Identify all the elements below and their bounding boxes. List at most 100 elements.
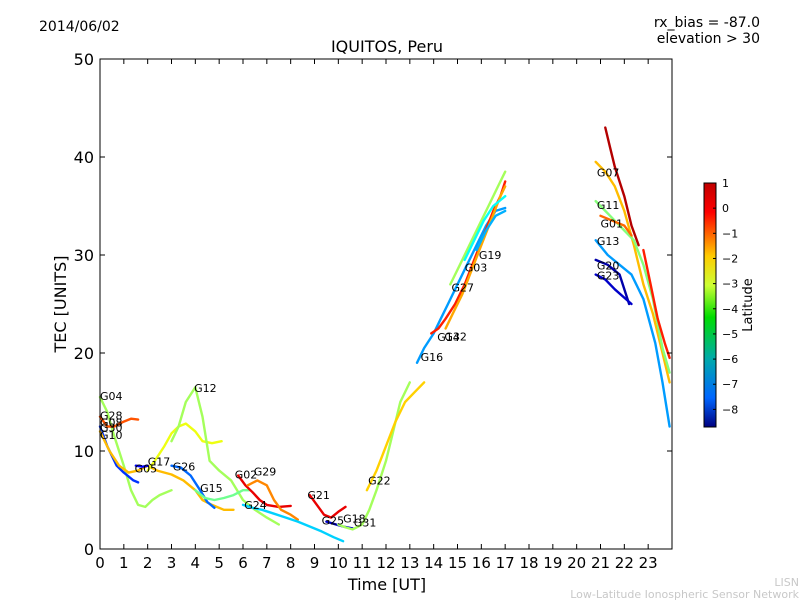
satellite-label-G27: G27 (452, 281, 475, 294)
x-tick-label: 1 (119, 554, 129, 572)
satellite-label-G30: G30 (100, 421, 123, 434)
series-G30 (604, 126, 640, 247)
y-tick-label: 10 (74, 442, 94, 461)
satellite-label-G05: G05 (135, 463, 158, 476)
series-G15 (194, 489, 252, 502)
x-tick-label: 20 (567, 554, 586, 572)
satellite-label-G19: G19 (479, 249, 502, 262)
x-tick-label: 6 (238, 554, 248, 572)
series-G21 (308, 493, 347, 519)
colorbar (703, 182, 717, 428)
series-G01 (599, 214, 633, 237)
satellite-label-G29: G29 (254, 466, 277, 479)
x-tick-label: 23 (639, 554, 658, 572)
series-G23 (594, 273, 633, 306)
x-tick-label: 10 (329, 554, 348, 572)
series-G19 (475, 209, 507, 252)
satellite-label-G16: G16 (421, 351, 444, 364)
x-tick-label: 4 (191, 554, 201, 572)
x-tick-label: 0 (95, 554, 105, 572)
date-label: 2014/06/02 (39, 19, 120, 35)
y-tick-label: 30 (74, 246, 94, 265)
x-tick-label: 11 (353, 554, 372, 572)
x-tick-label: 15 (448, 554, 467, 572)
series-G24 (241, 503, 345, 543)
footer-lisn: LISN (774, 576, 799, 589)
x-tick-label: 7 (262, 554, 272, 572)
satellite-label-G03: G03 (465, 262, 488, 275)
satellite-label-G08: G08 (100, 417, 123, 430)
satellite-label-G13: G13 (597, 235, 620, 248)
x-tick-label: 22 (615, 554, 634, 572)
colorbar-label: Latitude (741, 278, 756, 332)
colorbar-ticks: 1 0 −1 −2 −3 −4 −5 −6 −7 −8 (713, 177, 738, 416)
satellite-label-G11: G11 (597, 199, 620, 212)
x-tick-label: 21 (591, 554, 610, 572)
y-axis-label: TEC [UNITS] (51, 256, 70, 354)
x-tick-label: 2 (143, 554, 153, 572)
series-G29 (246, 479, 299, 521)
x-tick-label: 13 (400, 554, 419, 572)
x-tick-label: 17 (496, 554, 515, 572)
satellite-label-G12: G12 (194, 382, 217, 395)
series-G11 (594, 199, 671, 374)
y-tick-label: 50 (74, 50, 94, 69)
series-G07 (594, 160, 671, 384)
series-G04 (98, 395, 173, 509)
x-tick-label: 18 (519, 554, 538, 572)
x-tick-label: 19 (543, 554, 562, 572)
colorbar-tick-label: −4 (722, 303, 738, 316)
satellite-label-G21: G21 (307, 489, 330, 502)
colorbar-tick-label: −8 (722, 403, 738, 416)
satellite-label-G25: G25 (322, 515, 345, 528)
satellite-label-G02: G02 (235, 468, 258, 481)
satellite-label-G31: G31 (354, 517, 377, 530)
series-G05 (134, 464, 149, 468)
series-G28 (98, 415, 140, 428)
x-tick-label: 8 (286, 554, 296, 572)
series-G27 (449, 170, 507, 286)
satellite-label-G32: G32 (444, 330, 467, 343)
x-axis-label: Time [UT] (347, 575, 426, 594)
satellite-label-G10: G10 (100, 429, 123, 442)
colorbar-tick-label: −5 (722, 328, 738, 341)
colorbar-tick-label: 0 (722, 202, 729, 215)
x-tick-label: 12 (376, 554, 395, 572)
x-tick-label: 16 (472, 554, 491, 572)
colorbar-tick-label: −7 (722, 378, 738, 391)
satellite-label-G26: G26 (173, 461, 196, 474)
chart-title: IQUITOS, Peru (331, 37, 443, 56)
series-G13 (594, 239, 671, 428)
satellite-label-G18: G18 (343, 513, 366, 526)
y-tick-label: 40 (74, 148, 94, 167)
elevation-label: elevation > 30 (657, 31, 760, 47)
series-G31 (337, 381, 411, 531)
satellite-label-G24: G24 (244, 499, 267, 512)
colorbar-tick-label: −2 (722, 252, 738, 265)
satellite-label-G28: G28 (100, 410, 123, 423)
satellite-label-G07: G07 (597, 167, 620, 180)
satellite-label-G23: G23 (597, 270, 620, 283)
x-tick-label: 9 (310, 554, 320, 572)
series-G22 (365, 381, 426, 492)
colorbar-tick-label: −3 (722, 278, 738, 291)
satellite-label-G17: G17 (148, 456, 171, 469)
satellite-label-G14: G14 (437, 331, 460, 344)
satellite-label-G01: G01 (601, 218, 624, 231)
series-G09 (642, 248, 671, 360)
x-tick-label: 14 (424, 554, 443, 572)
y-tick-label: 20 (74, 344, 94, 363)
rx-bias-label: rx_bias = -87.0 (654, 15, 760, 31)
x-tick-label: 3 (167, 554, 177, 572)
series-G26 (170, 464, 216, 509)
satellite-label-G15: G15 (200, 482, 223, 495)
series-G20 (594, 258, 631, 306)
x-tick-label: 5 (214, 554, 224, 572)
satellite-label-G04: G04 (100, 390, 123, 403)
series-G03 (463, 195, 507, 262)
colorbar-tick-label: −1 (722, 227, 738, 240)
satellite-label-G20: G20 (597, 260, 620, 273)
satellite-label-G22: G22 (368, 474, 391, 487)
